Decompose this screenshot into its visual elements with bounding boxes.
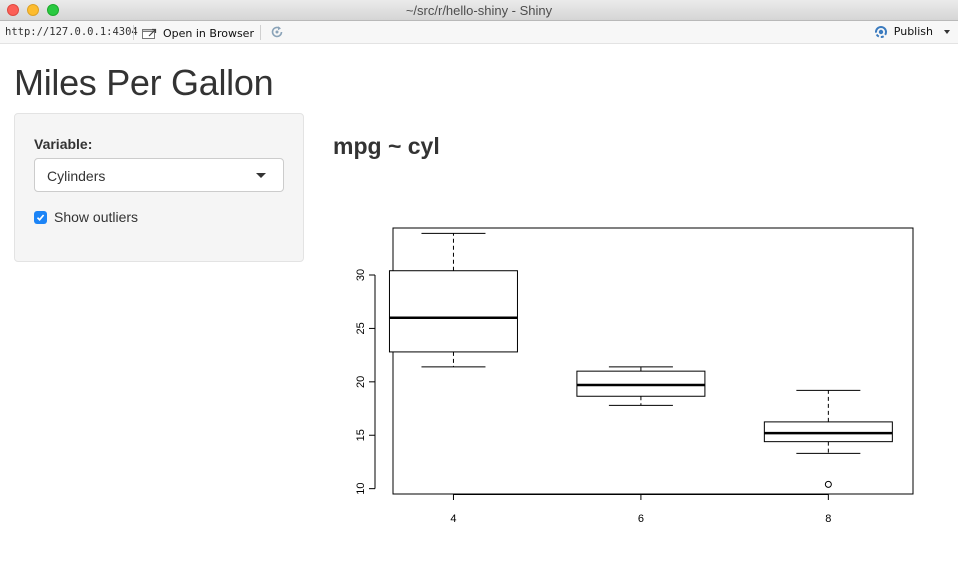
maximize-window-button[interactable]	[47, 4, 59, 16]
variable-select[interactable]: Cylinders	[34, 158, 284, 192]
variable-select-value: Cylinders	[47, 168, 106, 184]
y-tick-label: 15	[355, 429, 367, 441]
y-tick-label: 30	[355, 269, 367, 281]
publish-button[interactable]: Publish	[873, 25, 950, 38]
window-titlebar: ~/src/r/hello-shiny - Shiny	[0, 0, 958, 21]
box-iqr	[576, 370, 706, 397]
publish-icon	[874, 25, 887, 38]
show-outliers-label: Show outliers	[54, 209, 139, 225]
refresh-icon[interactable]	[269, 24, 285, 40]
box-iqr	[388, 270, 518, 353]
open-in-browser-label: Open in Browser	[163, 26, 254, 40]
viewer-toolbar: http://127.0.0.1:4304 Open in Browser Pu…	[0, 21, 958, 44]
x-tick-label: 8	[825, 513, 831, 525]
sidebar-panel: Variable: Cylinders Show outliers	[14, 113, 304, 262]
minimize-window-button[interactable]	[27, 4, 39, 16]
toolbar-divider	[260, 25, 261, 40]
x-tick-label: 6	[638, 513, 644, 525]
url-display[interactable]: http://127.0.0.1:4304	[5, 26, 138, 38]
toolbar-divider	[133, 25, 134, 40]
show-outliers-control[interactable]: Show outliers	[34, 209, 138, 225]
boxplot-chart: 10 15 20 25 30 4 6 8	[355, 227, 914, 525]
plot-frame	[392, 227, 914, 495]
y-tick-label: 25	[355, 322, 367, 334]
close-window-button[interactable]	[7, 4, 19, 16]
outlier-point	[824, 480, 832, 488]
chevron-down-icon	[256, 173, 266, 178]
x-tick-label: 4	[450, 513, 456, 525]
show-outliers-checkbox[interactable]	[34, 210, 47, 224]
variable-label: Variable:	[34, 136, 93, 152]
publish-label: Publish	[893, 25, 933, 38]
page-title: Miles Per Gallon	[14, 62, 274, 103]
y-tick-label: 20	[355, 376, 367, 388]
y-tick-label: 10	[355, 483, 367, 495]
box-iqr	[763, 421, 893, 443]
open-in-browser-button[interactable]: Open in Browser	[142, 25, 254, 41]
chevron-down-icon[interactable]	[944, 29, 950, 34]
window-title: ~/src/r/hello-shiny - Shiny	[405, 3, 553, 18]
plot-title: mpg ~ cyl	[333, 133, 440, 159]
open-in-browser-icon	[142, 28, 157, 39]
checkmark-icon	[36, 213, 45, 221]
